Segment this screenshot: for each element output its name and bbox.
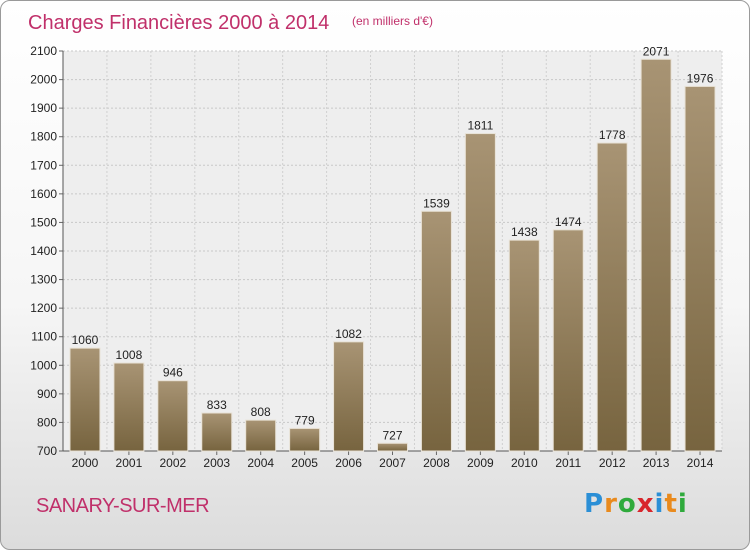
data-label: 2071 [643,44,670,58]
x-tick-label: 2003 [203,456,230,470]
x-tick-label: 2009 [467,456,494,470]
data-label: 1082 [335,327,362,341]
x-tick-label: 2001 [116,456,143,470]
x-tick-label: 2012 [599,456,626,470]
bar-2001 [113,362,145,452]
data-label: 779 [295,413,315,427]
bar-2007 [377,442,408,452]
data-label: 1976 [687,71,714,85]
logo-letter: i [654,489,665,519]
bar-2008 [420,210,452,452]
y-tick-label: 700 [37,444,57,458]
bars [69,58,716,452]
y-tick-label: 1600 [30,187,57,201]
data-labels: 1060 1008 946 833 808 779 1082 727 1539 1811 1438 1… [72,44,714,442]
x-tick-label: 2010 [511,456,538,470]
logo-letter: r [604,489,618,519]
x-tick-label: 2002 [159,456,186,470]
x-tick-label: 2005 [291,456,318,470]
data-label: 1008 [116,348,143,362]
logo-letter: o [617,489,637,519]
proxiti-logo: Proxiti [584,489,688,519]
y-tick-label: 1800 [30,130,57,144]
bar-2002 [157,380,189,452]
logo-letter: x [636,489,655,519]
data-label: 808 [251,405,271,419]
y-tick-label: 2100 [30,44,57,58]
bar-2000 [69,347,101,452]
bar-2003 [201,412,233,452]
y-tick-label: 1500 [30,215,57,229]
bar-2009 [464,133,496,452]
y-tick-label: 1100 [31,330,57,344]
data-label: 1438 [511,225,538,239]
x-tick-label: 2004 [247,456,274,470]
y-tick-label: 1900 [30,101,57,115]
y-tick-label: 900 [37,387,57,401]
x-tick-label: 2008 [423,456,450,470]
data-label: 1474 [555,215,582,229]
y-tick-label: 2000 [30,73,57,87]
bar-2013 [640,58,672,452]
x-tick-label: 2007 [379,456,406,470]
data-label: 1811 [467,119,493,133]
y-tick-label: 1700 [30,158,57,172]
x-tick-label: 2014 [687,456,714,470]
logo-letter: i [677,489,688,519]
bar-2012 [596,142,628,452]
bar-2006 [333,341,365,452]
data-label: 833 [207,398,227,412]
data-label: 946 [163,366,183,380]
y-tick-label: 1200 [30,301,57,315]
chart-subtitle: (en milliers d'€) [352,14,433,28]
place-name: SANARY-SUR-MER [36,495,210,517]
data-label: 1539 [423,196,450,210]
data-label: 727 [382,428,402,442]
y-tick-label: 800 [37,415,57,429]
chart-title: Charges Financières 2000 à 2014 [28,12,329,34]
x-tick-label: 2006 [335,456,362,470]
logo-letter: P [584,489,605,519]
bar-2004 [245,419,277,452]
y-tick-label: 1300 [30,273,57,287]
logo-letter: t [664,489,678,519]
y-tick-label: 1400 [30,244,57,258]
data-label: 1060 [72,333,99,347]
x-tick-label: 2000 [72,456,99,470]
data-label: 1778 [599,128,626,142]
bar-2010 [508,239,540,452]
x-tick-label: 2011 [555,456,581,470]
x-tick-label: 2013 [643,456,670,470]
y-tick-label: 1000 [30,358,57,372]
bar-2014 [684,85,716,452]
bar-2011 [552,229,584,452]
bar-2005 [289,427,321,452]
